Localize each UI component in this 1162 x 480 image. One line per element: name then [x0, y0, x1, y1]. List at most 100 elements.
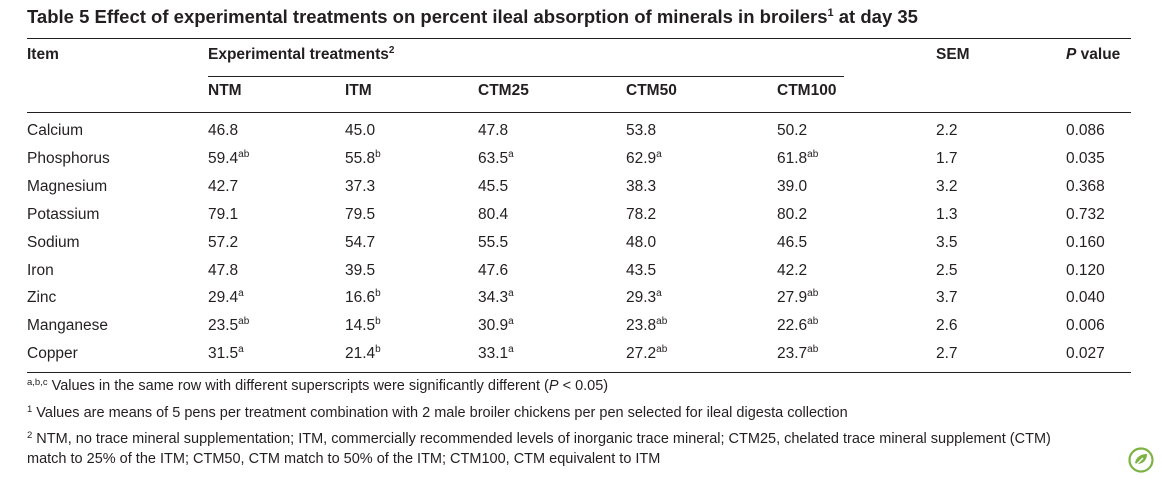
row-sem-value: 2.5 — [936, 261, 958, 279]
table-cell-value: 62.9a — [626, 148, 662, 167]
table-title: Table 5 Effect of experimental treatment… — [27, 6, 918, 27]
significance-superscript: a — [508, 288, 514, 300]
table-cell-value: 45.0 — [345, 122, 376, 139]
table-cell-value: 16.6b — [345, 288, 381, 307]
header-bottom-rule — [27, 112, 1131, 113]
table-cell-value: 46.5 — [777, 233, 808, 251]
footnote-significance: a,b,c Values in the same row with differe… — [27, 377, 609, 394]
footnote-2-continued: match to 25% of the ITM; CTM50, CTM matc… — [27, 451, 661, 467]
table-cell-value: 79.5 — [345, 205, 376, 223]
row-p-value: 0.120 — [1066, 261, 1105, 279]
table-cell-value: 80.2 — [777, 205, 808, 223]
row-p-value: 0.040 — [1066, 289, 1105, 307]
table-cell-value: 80.4 — [478, 205, 509, 223]
row-sem-value: 1.7 — [936, 149, 958, 167]
row-p-value: 0.732 — [1066, 205, 1105, 223]
row-sem-value: 3.2 — [936, 177, 958, 195]
table-cell-value: 61.8ab — [777, 148, 819, 167]
header-treatment-ctm100: CTM100 — [777, 82, 837, 99]
row-p-value: 0.027 — [1066, 345, 1105, 363]
significance-superscript: a — [508, 344, 514, 356]
header-treatment-itm: ITM — [345, 82, 372, 99]
table-cell-value: 47.6 — [478, 261, 509, 279]
table-cell-value: 45.5 — [478, 177, 509, 195]
significance-superscript: a — [238, 288, 244, 300]
row-p-value: 0.006 — [1066, 317, 1105, 335]
table-cell-value: 23.8ab — [626, 316, 668, 335]
table-cell-value: 23.7ab — [777, 344, 819, 363]
table-cell-value: 33.1a — [478, 344, 514, 363]
header-experimental-treatments: Experimental treatments2 — [208, 44, 395, 63]
header-sem: SEM — [936, 46, 970, 63]
significance-superscript: ab — [238, 316, 250, 328]
table-cell-value: 22.6ab — [777, 316, 819, 335]
table-cell-value: 27.9ab — [777, 288, 819, 307]
table-cell-value: 38.3 — [626, 177, 657, 195]
significance-superscript: ab — [238, 148, 250, 160]
significance-superscript: ab — [656, 344, 668, 356]
table-cell-value: 47.8 — [478, 122, 509, 139]
top-rule — [27, 38, 1131, 39]
table-cell-value: 50.2 — [777, 122, 808, 139]
row-sem-value: 2.6 — [936, 317, 958, 335]
table-cell-value: 42.2 — [777, 261, 808, 279]
footnote-1: 1 Values are means of 5 pens per treatmen… — [27, 404, 848, 421]
table-cell-value: 27.2ab — [626, 344, 668, 363]
table-cell-value: 43.5 — [626, 261, 657, 279]
table-cell-value: 53.8 — [626, 122, 657, 139]
row-sem-value: 1.3 — [936, 205, 958, 223]
significance-superscript: a — [238, 344, 244, 356]
significance-superscript: ab — [807, 148, 819, 160]
table-cell-value: 42.7 — [208, 177, 239, 195]
row-item-label: Iron — [27, 261, 54, 279]
row-item-label: Potassium — [27, 205, 100, 223]
table-cell-value: 31.5a — [208, 344, 244, 363]
table-cell-value: 29.4a — [208, 288, 244, 307]
significance-superscript: a — [656, 288, 662, 300]
table-cell-value: 48.0 — [626, 233, 657, 251]
significance-superscript: b — [375, 288, 381, 300]
significance-superscript: b — [375, 344, 381, 356]
table-cell-value: 46.8 — [208, 122, 239, 139]
table-cell-value: 14.5b — [345, 316, 381, 335]
table-cell-value: 78.2 — [626, 205, 657, 223]
row-item-label: Calcium — [27, 122, 83, 139]
table-cell-value: 37.3 — [345, 177, 376, 195]
table-cell-value: 39.0 — [777, 177, 808, 195]
table-cell-value: 63.5a — [478, 148, 514, 167]
header-p-value: P value — [1066, 46, 1121, 63]
row-p-value: 0.368 — [1066, 177, 1105, 195]
row-item-label: Magnesium — [27, 177, 108, 195]
table-cell-value: 47.8 — [208, 261, 239, 279]
significance-superscript: a — [508, 148, 514, 160]
significance-superscript: ab — [807, 288, 819, 300]
row-p-value: 0.035 — [1066, 149, 1105, 167]
row-item-label: Zinc — [27, 289, 57, 307]
header-item: Item — [27, 46, 59, 63]
table-cell-value: 57.2 — [208, 233, 239, 251]
significance-superscript: b — [375, 148, 381, 160]
row-p-value: 0.086 — [1066, 122, 1105, 139]
row-item-label: Sodium — [27, 233, 80, 251]
row-item-label: Phosphorus — [27, 149, 110, 167]
table-cell-value: 29.3a — [626, 288, 662, 307]
table-cell-value: 55.5 — [478, 233, 509, 251]
table-cell-value: 59.4ab — [208, 148, 250, 167]
table-cell-value: 21.4b — [345, 344, 381, 363]
table-cell-value: 55.8b — [345, 148, 381, 167]
row-p-value: 0.160 — [1066, 233, 1105, 251]
table-cell-value: 23.5ab — [208, 316, 250, 335]
table-cell-value: 34.3a — [478, 288, 514, 307]
table-cell-value: 54.7 — [345, 233, 376, 251]
header-treatment-ntm: NTM — [208, 82, 242, 99]
significance-superscript: ab — [807, 344, 819, 356]
significance-superscript: b — [375, 316, 381, 328]
row-sem-value: 2.2 — [936, 122, 958, 139]
significance-superscript: a — [508, 316, 514, 328]
row-item-label: Manganese — [27, 317, 109, 335]
header-treatment-ctm25: CTM25 — [478, 82, 529, 99]
row-sem-value: 2.7 — [936, 345, 958, 363]
treatments-rule — [208, 76, 844, 77]
row-sem-value: 3.5 — [936, 233, 958, 251]
footnote-2: 2 NTM, no trace mineral supplementation; … — [27, 430, 1051, 447]
